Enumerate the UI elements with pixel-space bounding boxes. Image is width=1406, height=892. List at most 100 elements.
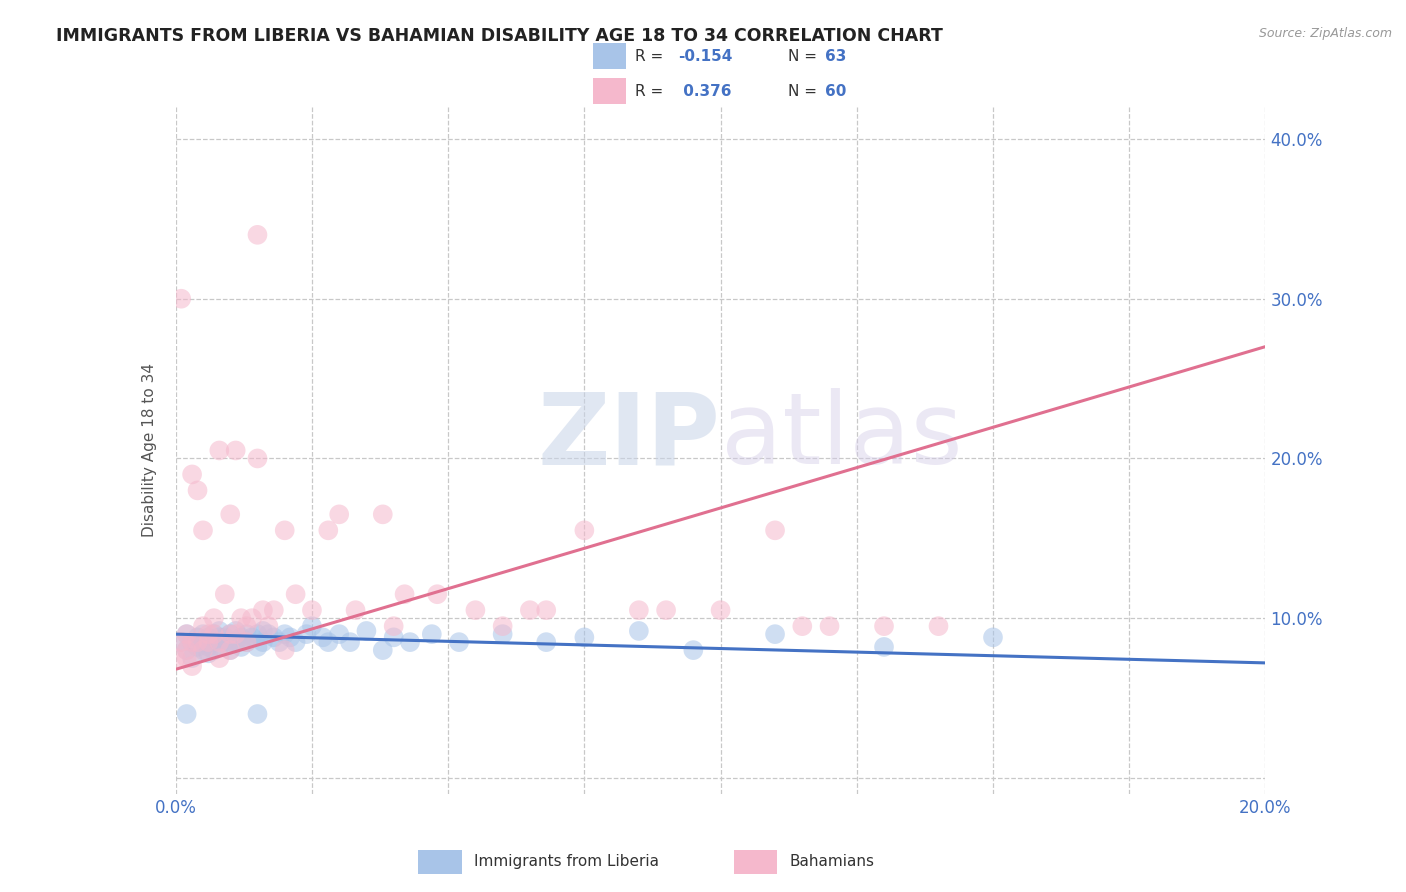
Point — [191, 627, 214, 641]
Point — [246, 451, 269, 466]
Point — [928, 619, 950, 633]
Point — [627, 624, 650, 638]
Point — [176, 627, 198, 641]
Point — [284, 587, 307, 601]
Point — [339, 635, 361, 649]
Point — [202, 611, 225, 625]
Point — [186, 640, 209, 654]
Point — [274, 524, 297, 538]
Text: R =: R = — [634, 84, 668, 98]
Point — [202, 627, 225, 641]
Point — [231, 640, 253, 654]
Point — [202, 635, 225, 649]
Point — [534, 635, 557, 649]
Point — [219, 508, 242, 522]
Point — [763, 627, 786, 641]
Point — [534, 603, 557, 617]
Point — [208, 631, 231, 645]
Bar — [593, 78, 627, 104]
Point — [246, 706, 269, 721]
Point — [263, 631, 285, 645]
Point — [202, 643, 225, 657]
Point — [246, 627, 269, 641]
Point — [170, 292, 193, 306]
Point — [176, 651, 198, 665]
Point — [257, 627, 280, 641]
Point — [257, 619, 280, 633]
Point — [399, 635, 422, 649]
Point — [371, 643, 394, 657]
Point — [356, 624, 378, 638]
Point — [240, 611, 263, 625]
Point — [208, 443, 231, 458]
Point — [301, 619, 323, 633]
Point — [214, 635, 236, 649]
Point — [284, 635, 307, 649]
Text: -0.154: -0.154 — [678, 49, 733, 63]
Point — [252, 635, 274, 649]
Point — [208, 640, 231, 654]
Point — [426, 587, 449, 601]
Point — [219, 643, 242, 657]
Point — [301, 603, 323, 617]
Point — [246, 640, 269, 654]
Point — [492, 627, 515, 641]
Point — [873, 640, 896, 654]
Text: Immigrants from Liberia: Immigrants from Liberia — [474, 855, 659, 869]
Point — [191, 524, 214, 538]
Text: ZIP: ZIP — [537, 388, 721, 485]
Point — [252, 603, 274, 617]
Point — [197, 640, 219, 654]
Point — [710, 603, 733, 617]
Text: N =: N = — [789, 49, 823, 63]
Point — [574, 631, 596, 645]
Point — [191, 635, 214, 649]
Text: R =: R = — [634, 49, 668, 63]
Point — [197, 631, 219, 645]
Point — [191, 643, 214, 657]
Point — [170, 635, 193, 649]
Point — [818, 619, 841, 633]
Point — [274, 627, 297, 641]
Point — [312, 631, 335, 645]
Point — [197, 635, 219, 649]
Text: 0.376: 0.376 — [678, 84, 731, 98]
Point — [181, 467, 204, 482]
Point — [328, 627, 350, 641]
Text: Bahamians: Bahamians — [790, 855, 875, 869]
Point — [682, 643, 704, 657]
Point — [181, 635, 204, 649]
Point — [181, 659, 204, 673]
Point — [655, 603, 678, 617]
Point — [219, 627, 242, 641]
Point — [165, 651, 187, 665]
Y-axis label: Disability Age 18 to 34: Disability Age 18 to 34 — [142, 363, 157, 538]
Point — [278, 631, 301, 645]
Point — [181, 635, 204, 649]
Text: IMMIGRANTS FROM LIBERIA VS BAHAMIAN DISABILITY AGE 18 TO 34 CORRELATION CHART: IMMIGRANTS FROM LIBERIA VS BAHAMIAN DISA… — [56, 27, 943, 45]
Point — [235, 635, 257, 649]
Point — [225, 443, 247, 458]
Point — [191, 619, 214, 633]
Point — [263, 603, 285, 617]
Point — [235, 619, 257, 633]
Point — [191, 643, 214, 657]
Point — [176, 643, 198, 657]
Bar — [734, 850, 778, 873]
Text: 60: 60 — [825, 84, 846, 98]
Point — [295, 627, 318, 641]
Point — [269, 635, 291, 649]
Point — [225, 624, 247, 638]
Point — [208, 635, 231, 649]
Point — [318, 524, 340, 538]
Point — [170, 635, 193, 649]
Bar — [419, 850, 461, 873]
Point — [382, 619, 405, 633]
Point — [464, 603, 486, 617]
Point — [214, 631, 236, 645]
Point — [219, 643, 242, 657]
Point — [873, 619, 896, 633]
Point — [231, 631, 253, 645]
Point — [328, 508, 350, 522]
Point — [240, 631, 263, 645]
